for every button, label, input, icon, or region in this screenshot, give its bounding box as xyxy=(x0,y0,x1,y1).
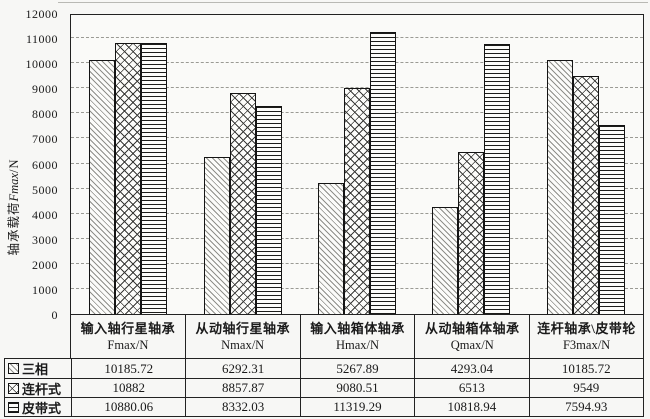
y-tick-label: 9000 xyxy=(32,82,58,97)
category-unit: Nmax/N xyxy=(221,337,265,352)
bar-light-diagonal-hatch xyxy=(318,182,345,314)
bar-light-diagonal-hatch xyxy=(203,157,230,314)
bar-group xyxy=(414,15,528,314)
y-tick-label: 7000 xyxy=(32,132,58,147)
bar-light-diagonal-hatch xyxy=(432,207,459,314)
value-cell: 11319.29 xyxy=(299,397,415,416)
legend-label: 连杆式 xyxy=(22,381,62,397)
y-tick-label: 2000 xyxy=(32,257,58,272)
value-cell: 9080.51 xyxy=(299,378,415,397)
category-label: 从动轴箱体轴承 xyxy=(425,320,520,336)
value-cell: 9549 xyxy=(528,378,643,397)
category-label: 输入轴箱体轴承 xyxy=(310,320,405,336)
value-cell: 6513 xyxy=(414,378,529,397)
y-tick-label: 4000 xyxy=(32,207,58,222)
bar-horizontal-lines xyxy=(484,44,511,314)
value-cell: 10185.72 xyxy=(528,359,643,378)
category-unit: F3max/N xyxy=(562,337,611,352)
plot-area xyxy=(70,14,644,315)
bar-diamond-crosshatch xyxy=(458,151,485,314)
y-tick-label: 1000 xyxy=(32,282,58,297)
value-cell: 7594.93 xyxy=(528,397,643,416)
value-cell: 5267.89 xyxy=(299,359,414,378)
value-cell: 10882 xyxy=(71,378,186,397)
category-unit: Qmax/N xyxy=(450,337,494,352)
legend-cell: 皮带式 xyxy=(5,397,71,416)
value-cell: 8857.87 xyxy=(185,378,300,397)
y-tick-label: 8000 xyxy=(32,107,58,122)
bar-group xyxy=(185,15,299,314)
category-label: 连杆轴承\皮带轮 xyxy=(537,320,636,336)
category-label: 输入轴行星轴承 xyxy=(80,320,176,336)
gridline xyxy=(71,62,643,64)
bar-diamond-crosshatch xyxy=(572,76,599,314)
legend-marker-horizontal-lines xyxy=(8,401,19,413)
value-cell: 8332.03 xyxy=(185,397,300,416)
legend-marker-diamond-crosshatch xyxy=(8,382,19,394)
bar-horizontal-lines xyxy=(255,106,282,314)
category-label: 从动轴行星轴承 xyxy=(195,320,290,336)
y-tick-label: 11000 xyxy=(25,32,58,47)
category-header-spacer xyxy=(4,315,70,358)
y-tick-label: 6000 xyxy=(32,157,58,172)
data-table: 三相 10185.72 6292.31 5267.89 4293.04 10185.72 连… xyxy=(4,358,644,417)
bar-horizontal-lines xyxy=(141,42,168,314)
bar-diamond-crosshatch xyxy=(229,93,256,314)
bar-diamond-crosshatch xyxy=(344,87,371,314)
bar-light-diagonal-hatch xyxy=(546,60,573,314)
value-cell: 6292.31 xyxy=(185,359,299,378)
category-header-cell: 从动轴箱体轴承 Qmax/N xyxy=(414,315,529,358)
category-unit: Hmax/N xyxy=(335,337,380,352)
legend-cell: 连杆式 xyxy=(5,378,71,397)
y-tick-label: 10000 xyxy=(25,57,58,72)
y-tick-label: 5000 xyxy=(32,182,58,197)
bar-light-diagonal-hatch xyxy=(89,60,116,314)
value-cell: 4293.04 xyxy=(414,359,528,378)
category-header-cell: 连杆轴承\皮带轮 F3max/N xyxy=(529,315,644,358)
y-tick-label: 0 xyxy=(51,308,58,322)
value-cell: 10185.72 xyxy=(71,359,185,378)
bar-group xyxy=(300,15,414,314)
bar-group xyxy=(529,15,643,314)
figure-top-border xyxy=(58,2,648,3)
y-tick-label: 3000 xyxy=(32,232,58,247)
value-cell: 10818.94 xyxy=(414,397,529,416)
category-unit: Fmax/N xyxy=(107,337,149,352)
legend-label: 三相 xyxy=(22,362,49,377)
bar-groups xyxy=(71,15,643,314)
category-header-row: 输入轴行星轴承 Fmax/N 从动轴行星轴承 Nmax/N 输入轴箱体轴承 Hmax/N 从… xyxy=(4,315,644,358)
category-header-cell: 输入轴行星轴承 Fmax/N xyxy=(70,315,185,358)
y-axis-ticks: 0 1000 2000 3000 4000 5000 6000 7000 8000 9000 100… xyxy=(0,7,64,322)
category-header-cell: 从动轴行星轴承 Nmax/N xyxy=(184,315,300,358)
value-cell: 10880.06 xyxy=(71,397,186,416)
legend-cell: 三相 xyxy=(5,359,71,378)
legend-marker-light-diagonal-hatch xyxy=(8,363,19,374)
bar-diamond-crosshatch xyxy=(115,42,142,314)
gridline xyxy=(71,37,643,39)
bar-horizontal-lines xyxy=(370,31,397,314)
category-header-cell: 输入轴箱体轴承 Hmax/N xyxy=(299,315,415,358)
bar-horizontal-lines xyxy=(598,124,625,314)
legend-label: 皮带式 xyxy=(22,400,62,416)
y-tick-label: 12000 xyxy=(25,7,58,21)
bar-group xyxy=(71,15,185,314)
